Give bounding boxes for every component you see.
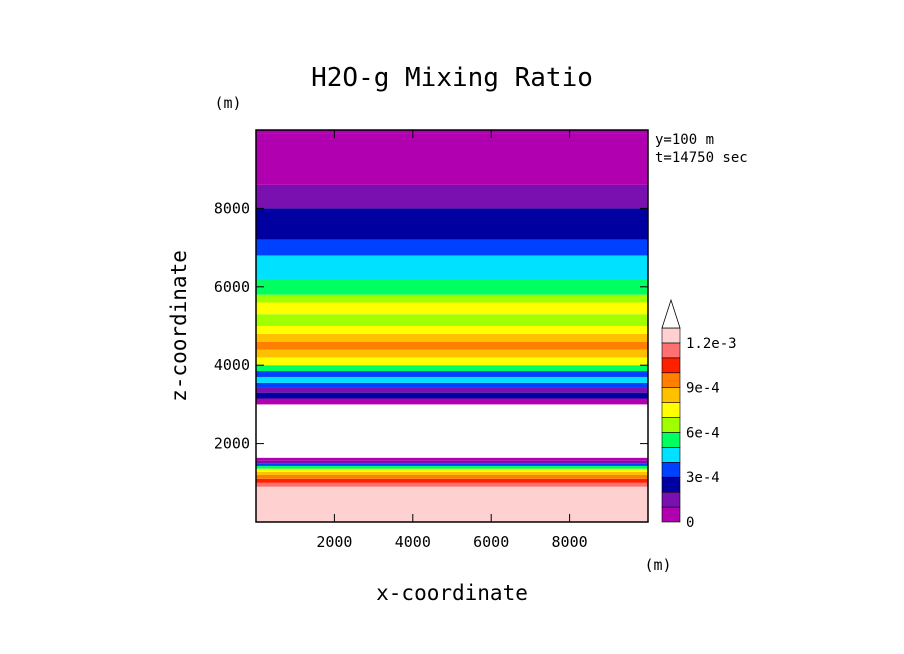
contour-band-top [256, 130, 648, 134]
x-tick-label: 4000 [395, 533, 431, 551]
colorbar-swatch [661, 402, 681, 418]
y-axis: 2000 4000 6000 8000 [214, 199, 648, 453]
x-axis-label: x-coordinate [376, 581, 528, 605]
colorbar: 0 3e-4 6e-4 9e-4 1.2e-3 [661, 298, 737, 531]
colorbar-swatch [661, 387, 681, 403]
chart-title: H2O-g Mixing Ratio [311, 63, 593, 93]
x-tick-label: 6000 [473, 533, 509, 551]
x-axis: 2000 4000 6000 8000 [316, 130, 588, 551]
contour-band [256, 278, 648, 295]
y-tick-label: 4000 [214, 356, 250, 374]
colorbar-label: 3e-4 [686, 470, 720, 486]
contour-band [256, 302, 648, 315]
contour-band [256, 457, 648, 461]
contour-band [256, 468, 648, 472]
contour-band [256, 460, 648, 464]
annotation-time: t=14750 sec [655, 150, 748, 166]
contour-band [256, 382, 648, 388]
contour-band [256, 474, 648, 479]
contour-band [256, 184, 648, 209]
colorbar-swatch [661, 357, 681, 374]
contour-band [256, 486, 648, 519]
contour-band [256, 482, 648, 487]
contour-band [256, 371, 648, 377]
contour-band [256, 239, 648, 256]
colorbar-swatch [661, 417, 681, 433]
plot-area [256, 130, 648, 522]
x-unit-label: (m) [644, 556, 671, 574]
colorbar-extend-arrow [661, 298, 681, 329]
contour-band [256, 314, 648, 326]
contour-band [256, 333, 648, 342]
contour-band [256, 294, 648, 303]
contour-band [256, 255, 648, 279]
contour-band [256, 349, 648, 358]
colorbar-swatch [661, 342, 681, 359]
contour-band [256, 398, 648, 405]
colorbar-label: 6e-4 [686, 425, 720, 441]
contour-band [256, 341, 648, 350]
y-unit-label: (m) [214, 94, 241, 112]
contour-band [256, 392, 648, 399]
contour-band [256, 387, 648, 393]
contour-band [256, 208, 648, 240]
colorbar-label: 9e-4 [686, 381, 720, 397]
x-tick-label: 2000 [316, 533, 352, 551]
colorbar-swatch [661, 506, 681, 523]
colorbar-swatch [661, 491, 681, 508]
colorbar-swatch [661, 462, 681, 478]
colorbar-swatch [661, 447, 681, 463]
contour-band [256, 471, 648, 475]
contour-band [256, 463, 648, 466]
y-axis-label: z-coordinate [167, 250, 191, 402]
plot-frame [255, 129, 649, 523]
colorbar-swatch [661, 372, 681, 388]
colorbar-label: 1.2e-3 [686, 336, 737, 352]
y-tick-label: 6000 [214, 278, 250, 296]
colorbar-label: 0 [686, 515, 694, 531]
contour-band [256, 365, 648, 372]
colorbar-swatch [661, 476, 681, 493]
colorbar-swatch [661, 432, 681, 448]
y-tick-label: 2000 [214, 435, 250, 453]
contour-band [256, 404, 648, 458]
annotation-y-position: y=100 m [655, 132, 714, 148]
contour-band [256, 465, 648, 469]
contour-band [256, 133, 648, 185]
contour-band [256, 357, 648, 366]
colorbar-swatch [661, 327, 681, 344]
contour-band [256, 326, 648, 334]
contour-band-bottom [256, 518, 648, 522]
x-tick-label: 8000 [552, 533, 588, 551]
y-tick-label: 8000 [214, 199, 250, 217]
contour-band [256, 376, 648, 383]
contour-band [256, 478, 648, 483]
